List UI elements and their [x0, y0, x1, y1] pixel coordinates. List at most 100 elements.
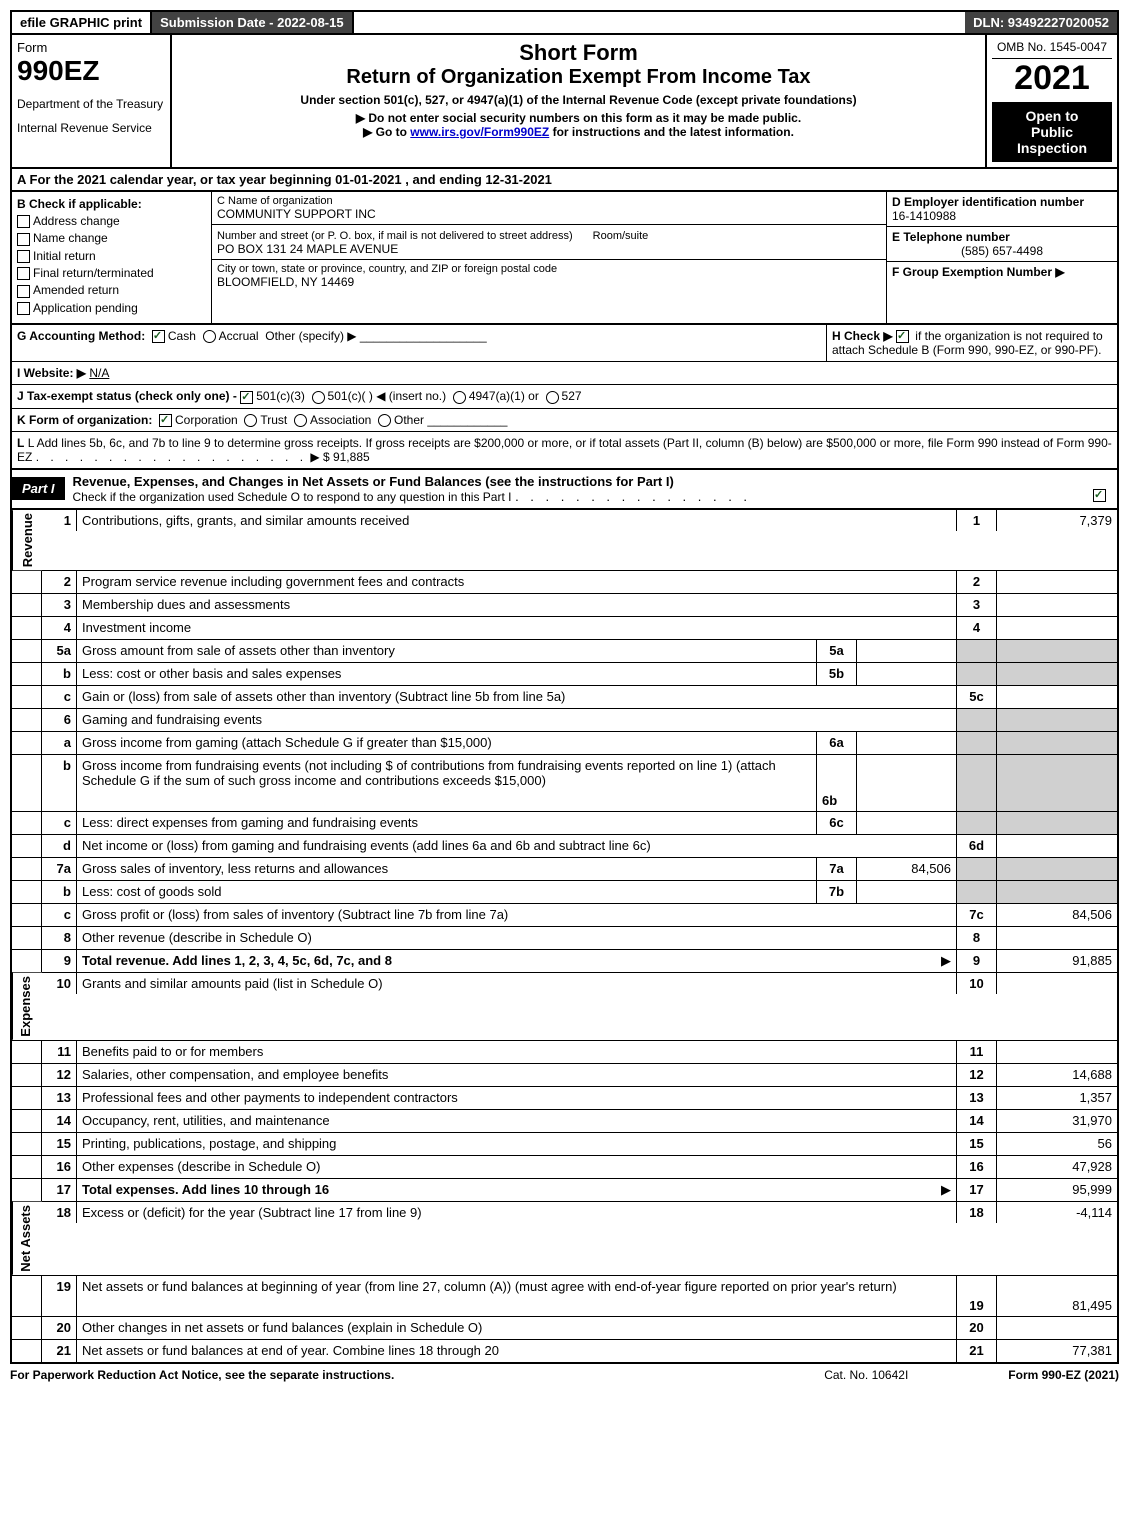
radio-other[interactable]: [378, 414, 391, 427]
check-schedule-b[interactable]: [896, 330, 909, 343]
line-13: 13 Professional fees and other payments …: [12, 1087, 1117, 1110]
org-name-label: C Name of organization: [217, 195, 881, 207]
dept-treasury: Department of the Treasury: [17, 97, 165, 111]
pra-notice: For Paperwork Reduction Act Notice, see …: [10, 1368, 394, 1382]
check-address-change[interactable]: Address change: [17, 214, 206, 228]
line-5c: c Gain or (loss) from sale of assets oth…: [12, 686, 1117, 709]
city-label: City or town, state or province, country…: [217, 263, 881, 275]
radio-trust[interactable]: [244, 414, 257, 427]
line-4: 4 Investment income 4: [12, 617, 1117, 640]
line-2: 2 Program service revenue including gove…: [12, 571, 1117, 594]
section-k: K Form of organization: Corporation Trus…: [12, 409, 1117, 431]
check-amended-return[interactable]: Amended return: [17, 283, 206, 297]
line-18: Net Assets 18 Excess or (deficit) for th…: [12, 1202, 1117, 1276]
part1-header: Part I Revenue, Expenses, and Changes in…: [10, 470, 1119, 510]
ein-label: D Employer identification number: [892, 195, 1112, 209]
check-schedule-o[interactable]: [1093, 489, 1106, 502]
check-corp[interactable]: [159, 414, 172, 427]
radio-527[interactable]: [546, 391, 559, 404]
section-b-checks: B Check if applicable: Address change Na…: [12, 192, 212, 323]
check-cash[interactable]: [152, 330, 165, 343]
org-info-block: B Check if applicable: Address change Na…: [10, 192, 1119, 325]
radio-assoc[interactable]: [294, 414, 307, 427]
line-20: 20 Other changes in net assets or fund b…: [12, 1317, 1117, 1340]
dln-number: DLN: 93492227020052: [965, 12, 1117, 33]
ein-value: 16-1410988: [892, 209, 1112, 223]
open-line2: Public: [996, 124, 1108, 140]
line-5a: 5a Gross amount from sale of assets othe…: [12, 640, 1117, 663]
line-9: 9 Total revenue. Add lines 1, 2, 3, 4, 5…: [12, 950, 1117, 973]
open-line1: Open to: [996, 108, 1108, 124]
submission-date: Submission Date - 2022-08-15: [152, 12, 354, 33]
line-3: 3 Membership dues and assessments 3: [12, 594, 1117, 617]
line-12: 12 Salaries, other compensation, and emp…: [12, 1064, 1117, 1087]
check-application-pending[interactable]: Application pending: [17, 301, 206, 315]
radio-501c[interactable]: [312, 391, 325, 404]
room-label: Room/suite: [593, 230, 649, 242]
header-center: Short Form Return of Organization Exempt…: [172, 35, 987, 167]
expenses-side-label: Expenses: [12, 973, 42, 1040]
section-a-tax-year: A For the 2021 calendar year, or tax yea…: [10, 169, 1119, 192]
check-501c3[interactable]: [240, 391, 253, 404]
section-c-name-addr: C Name of organization COMMUNITY SUPPORT…: [212, 192, 887, 323]
omb-number: OMB No. 1545-0047: [992, 40, 1112, 59]
form-header: Form 990EZ Department of the Treasury In…: [10, 35, 1119, 169]
netassets-side-label: Net Assets: [12, 1202, 42, 1275]
part1-lines: Revenue 1 Contributions, gifts, grants, …: [10, 510, 1119, 1364]
line-17: 17 Total expenses. Add lines 10 through …: [12, 1179, 1117, 1202]
goto-instruction: ▶ Go to www.irs.gov/Form990EZ for instru…: [177, 125, 980, 139]
tax-year: 2021: [992, 59, 1112, 98]
line-10: Expenses 10 Grants and similar amounts p…: [12, 973, 1117, 1041]
phone-label: E Telephone number: [892, 230, 1112, 244]
section-i: I Website: ▶ N/A: [12, 362, 1117, 384]
irs-link[interactable]: www.irs.gov/Form990EZ: [410, 125, 549, 139]
city-value: BLOOMFIELD, NY 14469: [217, 275, 881, 289]
line-16: 16 Other expenses (describe in Schedule …: [12, 1156, 1117, 1179]
gross-receipts: ▶ $ 91,885: [310, 450, 369, 464]
line-7a: 7a Gross sales of inventory, less return…: [12, 858, 1117, 881]
line-14: 14 Occupancy, rent, utilities, and maint…: [12, 1110, 1117, 1133]
open-line3: Inspection: [996, 140, 1108, 156]
section-g: G Accounting Method: Cash Accrual Other …: [12, 325, 826, 361]
phone-value: (585) 657-4498: [892, 244, 1112, 258]
line-6: 6 Gaming and fundraising events: [12, 709, 1117, 732]
form-label: Form: [17, 40, 165, 55]
line-6c: c Less: direct expenses from gaming and …: [12, 812, 1117, 835]
line-1: Revenue 1 Contributions, gifts, grants, …: [12, 510, 1117, 571]
main-title: Return of Organization Exempt From Incom…: [177, 66, 980, 89]
revenue-side-label: Revenue: [12, 510, 42, 570]
line-6b: b Gross income from fundraising events (…: [12, 755, 1117, 812]
misc-ghijkl: G Accounting Method: Cash Accrual Other …: [10, 325, 1119, 470]
form-version: Form 990-EZ (2021): [1008, 1368, 1119, 1382]
line-7c: c Gross profit or (loss) from sales of i…: [12, 904, 1117, 927]
subtitle: Under section 501(c), 527, or 4947(a)(1)…: [177, 93, 980, 107]
line-11: 11 Benefits paid to or for members 11: [12, 1041, 1117, 1064]
header-left: Form 990EZ Department of the Treasury In…: [12, 35, 172, 167]
section-def-right: D Employer identification number 16-1410…: [887, 192, 1117, 323]
radio-accrual[interactable]: [203, 330, 216, 343]
street-label: Number and street (or P. O. box, if mail…: [217, 230, 573, 242]
street-address: PO BOX 131 24 MAPLE AVENUE: [217, 242, 881, 256]
line-21: 21 Net assets or fund balances at end of…: [12, 1340, 1117, 1362]
cat-no: Cat. No. 10642I: [824, 1368, 908, 1382]
line-5b: b Less: cost or other basis and sales ex…: [12, 663, 1117, 686]
section-b-label: B Check if applicable:: [17, 197, 206, 211]
short-form-title: Short Form: [177, 40, 980, 66]
check-final-return[interactable]: Final return/terminated: [17, 266, 206, 280]
efile-print-button[interactable]: efile GRAPHIC print: [12, 12, 152, 33]
section-h: H Check ▶ if the organization is not req…: [826, 325, 1117, 361]
check-name-change[interactable]: Name change: [17, 231, 206, 245]
check-initial-return[interactable]: Initial return: [17, 249, 206, 263]
line-6d: d Net income or (loss) from gaming and f…: [12, 835, 1117, 858]
page-footer: For Paperwork Reduction Act Notice, see …: [10, 1364, 1119, 1386]
top-bar: efile GRAPHIC print Submission Date - 20…: [10, 10, 1119, 35]
radio-4947[interactable]: [453, 391, 466, 404]
line-6a: a Gross income from gaming (attach Sched…: [12, 732, 1117, 755]
irs-label: Internal Revenue Service: [17, 121, 165, 135]
group-exemption-label: F Group Exemption Number ▶: [892, 265, 1112, 279]
form-number: 990EZ: [17, 55, 165, 87]
org-name: COMMUNITY SUPPORT INC: [217, 207, 881, 221]
section-l: L L Add lines 5b, 6c, and 7b to line 9 t…: [12, 432, 1117, 468]
open-to-public-box: Open to Public Inspection: [992, 102, 1112, 162]
line-8: 8 Other revenue (describe in Schedule O)…: [12, 927, 1117, 950]
